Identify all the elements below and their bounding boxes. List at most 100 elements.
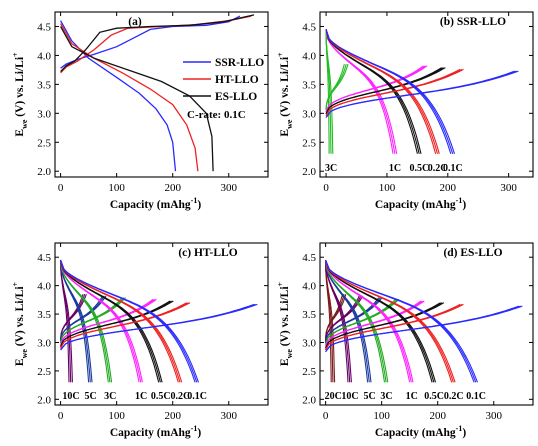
series-line-discharge-3C: [325, 260, 389, 383]
curve-label: 20C: [325, 391, 342, 402]
x-tick-label: 300: [221, 410, 238, 422]
curve-label: 0.5C: [151, 391, 171, 402]
curve-label: 10C: [341, 391, 358, 402]
x-axis-label: Capacity (mAhg-1): [375, 196, 467, 211]
series-line-charge-3C: [325, 298, 400, 345]
series-line-discharge-0.1C: [325, 259, 479, 383]
panel-a: 2.0 2.5 3.0 3.5 4.0 4.5 0 100 200 300 Capacity (mA…: [11, 11, 269, 211]
series-line-charge-ES-LLO: [60, 14, 255, 73]
series-line-discharge-0.5C: [60, 259, 163, 383]
legend-label: SSR-LLO: [215, 57, 264, 69]
y-tick-label: 2.0: [302, 166, 316, 178]
curve-label: 0.1C: [187, 391, 207, 402]
series-line-charge-10C: [60, 293, 87, 340]
panel-title: (c) HT-LLO: [178, 247, 237, 259]
x-tick-label: 100: [373, 410, 390, 422]
x-tick-label: 300: [221, 182, 238, 194]
y-axis-label: Ewe (V) vs. Li/Li+: [11, 52, 29, 137]
series-line-discharge-0.1C: [60, 259, 200, 383]
curve-label: 1C: [406, 391, 418, 402]
panel-title: (a): [128, 16, 142, 28]
panel-d: 2.0 2.5 3.0 3.5 4.0 4.5 0 100 200 300 Capacity (mA…: [276, 242, 534, 439]
series-line-charge-0.1C: [60, 303, 258, 351]
x-tick-label: 0: [323, 182, 329, 194]
x-tick-label: 200: [164, 182, 181, 194]
curve-label: 0.2C: [444, 391, 464, 402]
x-tick-label: 100: [108, 410, 125, 422]
y-axis-label: Ewe (V) vs. Li/Li+: [11, 281, 29, 366]
y-axis-label: Ewe (V) vs. Li/Li+: [276, 52, 294, 137]
curve-label: 3C: [325, 163, 337, 174]
x-tick-label: 200: [429, 410, 446, 422]
y-tick-label: 3.0: [37, 337, 51, 349]
y-tick-label: 4.5: [37, 21, 51, 33]
series-line-discharge-0.2C: [325, 29, 440, 154]
x-tick-label: 200: [164, 410, 181, 422]
panel-c: 2.0 2.5 3.0 3.5 4.0 4.5 0 100 200 300 Capacity (mA…: [11, 242, 269, 439]
curve-label: 0.1C: [466, 391, 486, 402]
series-line-charge-1C: [60, 298, 157, 345]
y-tick-label: 4.5: [37, 252, 51, 264]
panel-b: 2.0 2.5 3.0 3.5 4.0 4.5 0 100 200 300 Capacity (mA…: [276, 11, 534, 211]
series-line-charge-0.2C: [325, 68, 464, 116]
series-line-charge-5C: [325, 297, 383, 344]
series-line-discharge-5C: [325, 260, 372, 383]
series-line-discharge-20C: [325, 260, 336, 383]
curve-label: 3C: [104, 391, 116, 402]
panel-title: (d) ES-LLO: [443, 247, 502, 259]
series-line-discharge-0.5C: [325, 29, 422, 154]
series-line-charge-0.5C: [60, 300, 174, 347]
y-tick-label: 3.0: [302, 337, 316, 349]
y-tick-label: 3.5: [37, 79, 51, 91]
y-tick-label: 4.0: [302, 281, 316, 293]
curve-label: 0.5C: [410, 163, 430, 174]
series-line-discharge-0.2C: [60, 259, 183, 383]
series-line-charge-0.1C: [325, 305, 523, 352]
series-line-charge-3C: [60, 297, 127, 344]
x-tick-label: 300: [500, 182, 517, 194]
x-tick-label: 100: [379, 182, 396, 194]
y-tick-label: 4.5: [302, 21, 316, 33]
y-tick-label: 4.0: [37, 50, 51, 62]
y-axis-label: Ewe (V) vs. Li/Li+: [276, 281, 294, 366]
curve-label: 0.2C: [428, 163, 448, 174]
curve-label: 1C: [135, 391, 147, 402]
series-line-discharge-0.1C: [325, 29, 456, 154]
y-tick-label: 3.0: [37, 108, 51, 120]
curve-label: 5C: [85, 391, 97, 402]
series-line-discharge-0.2C: [325, 259, 456, 383]
curve-label: 10C: [62, 391, 79, 402]
curve-label: 5C: [364, 391, 376, 402]
series-line-discharge-SSR-LLO: [60, 20, 177, 172]
x-tick-label: 300: [486, 410, 503, 422]
series-line-discharge-HT-LLO: [60, 23, 199, 172]
plot-frame: [54, 11, 269, 178]
y-tick-label: 2.5: [302, 137, 316, 149]
curve-label: 0.5C: [424, 391, 444, 402]
y-tick-label: 2.0: [302, 394, 316, 406]
plot-frame: [54, 242, 269, 406]
y-tick-label: 4.0: [302, 50, 316, 62]
x-tick-label: 0: [58, 410, 64, 422]
x-tick-label: 0: [58, 182, 64, 194]
plot-frame: [319, 11, 534, 178]
x-axis-label: Capacity (mAhg-1): [110, 196, 202, 211]
series-line-discharge-1C: [60, 259, 143, 383]
series-line-charge-0.5C: [325, 67, 446, 115]
x-tick-label: 0: [323, 410, 329, 422]
curve-label: 3C: [380, 391, 392, 402]
y-tick-label: 4.0: [37, 281, 51, 293]
series-line-charge-0.2C: [325, 303, 464, 351]
series-line-charge-3C: [325, 63, 349, 111]
y-tick-label: 2.5: [37, 137, 51, 149]
series-line-charge-0.2C: [325, 68, 461, 116]
series-line-discharge-3C: [60, 260, 113, 383]
series-line-discharge-5C: [60, 260, 93, 383]
y-tick-label: 3.0: [302, 108, 316, 120]
y-tick-label: 3.5: [302, 309, 316, 321]
legend-label: ES-LLO: [215, 91, 257, 103]
panel-title: (b) SSR-LLO: [440, 16, 506, 28]
y-tick-label: 2.0: [37, 394, 51, 406]
series-line-charge-0.2C: [60, 302, 191, 349]
